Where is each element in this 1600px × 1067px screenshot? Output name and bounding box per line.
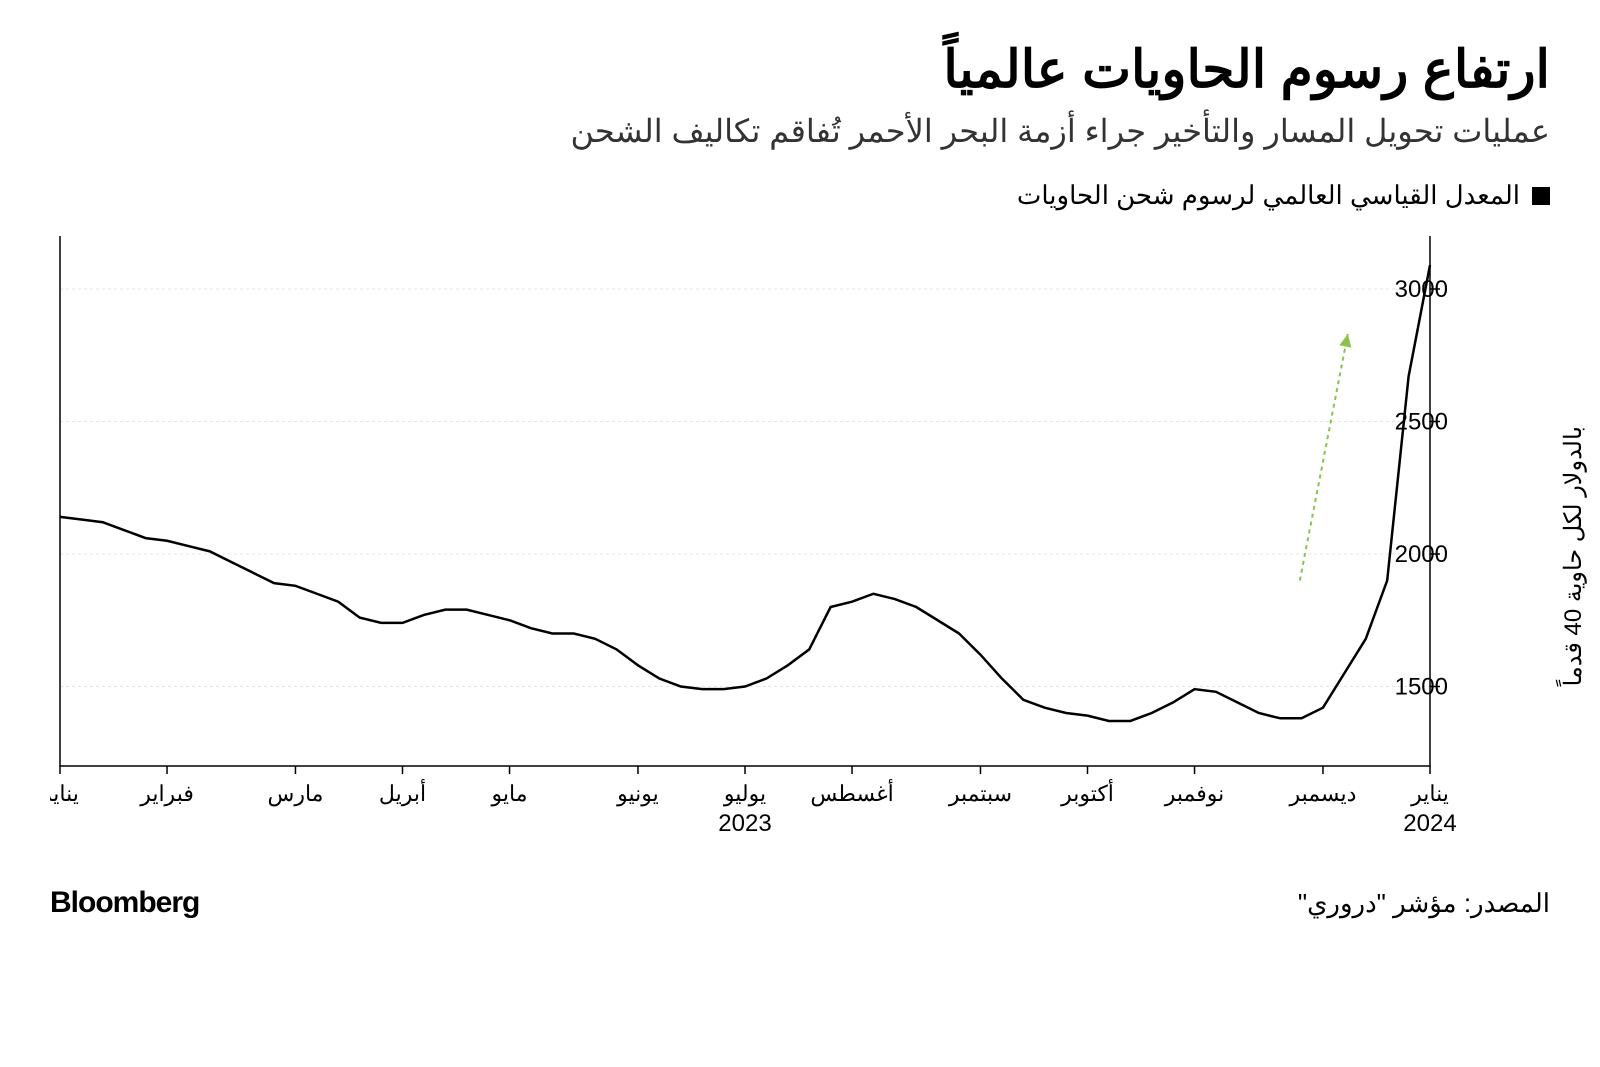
svg-text:2024: 2024	[1403, 810, 1456, 837]
line-chart-svg: 1500200025003000ينايرفبرايرمارسأبريلمايو…	[50, 226, 1550, 866]
svg-text:يناير: يناير	[1410, 781, 1449, 807]
svg-text:2023: 2023	[718, 810, 771, 837]
svg-text:فبراير: فبراير	[139, 781, 194, 807]
chart-subtitle: عمليات تحويل المسار والتأخير جراء أزمة ا…	[50, 112, 1550, 150]
svg-text:يناير: يناير	[50, 781, 79, 807]
y-axis-title: بالدولار لكل حاوية 40 قدماً	[1560, 426, 1588, 686]
svg-text:3000: 3000	[1395, 276, 1448, 303]
svg-text:ديسمبر: ديسمبر	[1288, 781, 1356, 807]
svg-text:يونيو: يونيو	[616, 781, 659, 807]
svg-text:1500: 1500	[1395, 674, 1448, 701]
source-label: المصدر: مؤشر "دروري"	[1298, 888, 1550, 919]
svg-text:نوفمبر: نوفمبر	[1164, 781, 1225, 807]
legend: المعدل القياسي العالمي لرسوم شحن الحاويا…	[50, 180, 1550, 211]
chart-title: ارتفاع رسوم الحاويات عالمياً	[50, 40, 1550, 100]
svg-text:أكتوبر: أكتوبر	[1060, 778, 1114, 807]
chart-footer: المصدر: مؤشر "دروري" Bloomberg	[50, 886, 1550, 920]
svg-text:مايو: مايو	[491, 781, 528, 807]
svg-text:سبتمبر: سبتمبر	[948, 781, 1012, 807]
svg-text:2000: 2000	[1395, 541, 1448, 568]
svg-text:يوليو: يوليو	[723, 781, 766, 807]
brand-logo: Bloomberg	[50, 886, 199, 920]
svg-text:أبريل: أبريل	[379, 778, 426, 807]
legend-swatch	[1532, 187, 1550, 205]
legend-label: المعدل القياسي العالمي لرسوم شحن الحاويا…	[1017, 180, 1520, 211]
svg-text:مارس: مارس	[267, 781, 323, 807]
chart-area: 1500200025003000ينايرفبرايرمارسأبريلمايو…	[50, 226, 1550, 866]
svg-text:أغسطس: أغسطس	[810, 778, 893, 807]
